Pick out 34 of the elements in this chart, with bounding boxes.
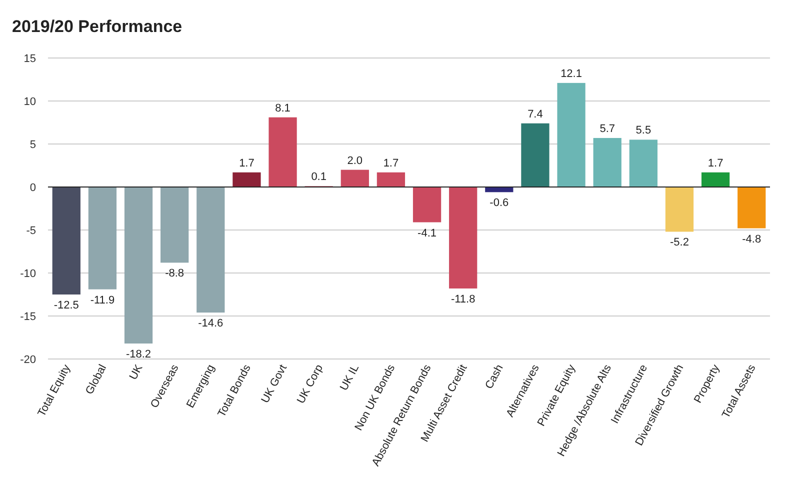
data-label: -5.2 [670, 236, 689, 249]
y-tick-label: 5 [30, 139, 36, 151]
data-label: -11.9 [90, 294, 115, 306]
x-tick-label: UK Corp [295, 362, 326, 406]
y-tick-label: -5 [26, 225, 36, 237]
y-tick-label: 10 [24, 96, 36, 108]
data-label: 8.1 [275, 102, 290, 114]
data-label: 1.7 [708, 157, 724, 170]
data-label: -18.2 [126, 348, 152, 361]
y-tick-label: 15 [24, 53, 36, 65]
data-label: 7.4 [528, 108, 543, 120]
data-label: 1.7 [383, 157, 399, 170]
x-tick-label: UK IL [338, 362, 362, 393]
y-tick-label: -20 [20, 354, 36, 366]
y-tick-label: -10 [20, 268, 36, 280]
data-label: -12.5 [54, 300, 79, 312]
x-tick-label: UK Govt [259, 362, 290, 406]
chart-title: 2019/20 Performance [12, 17, 182, 36]
x-tick-label: Cash [483, 362, 506, 392]
data-label: -11.8 [450, 293, 476, 306]
data-label: -4.1 [418, 227, 437, 240]
x-tick-label: UK [127, 362, 146, 382]
y-tick-label: -15 [20, 311, 36, 323]
data-label: 2.0 [347, 154, 363, 167]
y-tick-label: 0 [30, 182, 36, 194]
data-label: 1.7 [239, 157, 254, 170]
data-label: -0.6 [490, 197, 509, 210]
data-label: 5.5 [636, 124, 652, 137]
data-label: -4.8 [742, 233, 762, 246]
data-label: -14.6 [198, 318, 224, 330]
data-label: -8.8 [165, 268, 184, 280]
data-label: 12.1 [560, 68, 582, 80]
data-label: 0.1 [311, 171, 326, 184]
data-label: 5.7 [600, 122, 615, 135]
